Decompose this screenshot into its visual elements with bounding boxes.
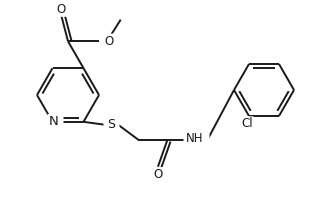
Text: O: O [57,3,66,16]
Text: O: O [104,35,113,48]
Text: O: O [104,35,113,48]
Text: Cl: Cl [241,117,253,130]
Text: Cl: Cl [241,117,253,130]
Text: S: S [108,118,116,131]
Text: O: O [153,168,163,181]
Text: N: N [49,115,58,128]
Text: NH: NH [186,132,204,145]
Text: N: N [49,115,58,128]
Text: NH: NH [186,132,204,145]
Text: S: S [108,118,116,131]
Text: O: O [153,168,163,181]
Text: O: O [57,3,66,16]
